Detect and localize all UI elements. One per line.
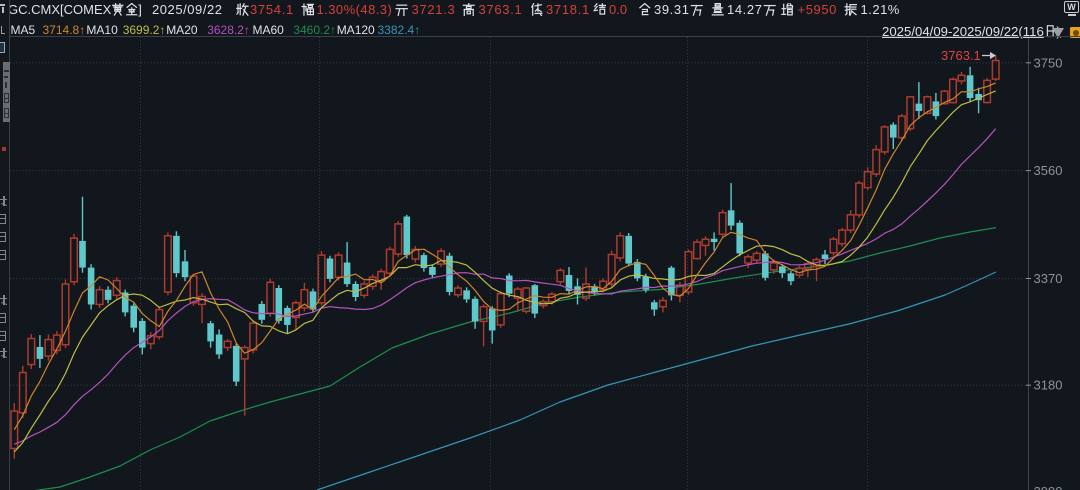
svg-text:3370: 3370: [1034, 271, 1063, 286]
svg-text:3180: 3180: [1034, 378, 1063, 393]
svg-text:3763.1: 3763.1: [941, 48, 981, 63]
svg-text:3560: 3560: [1034, 163, 1063, 178]
svg-text:2990: 2990: [1034, 484, 1063, 490]
svg-text:3750: 3750: [1034, 55, 1063, 70]
